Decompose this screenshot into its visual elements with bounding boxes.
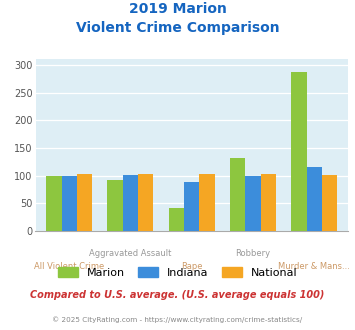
Text: Compared to U.S. average. (U.S. average equals 100): Compared to U.S. average. (U.S. average … — [30, 290, 325, 300]
Bar — [200, 174, 215, 231]
Bar — [261, 174, 276, 231]
Bar — [291, 72, 307, 231]
Text: © 2025 CityRating.com - https://www.cityrating.com/crime-statistics/: © 2025 CityRating.com - https://www.city… — [53, 317, 302, 323]
Bar — [169, 208, 184, 231]
Bar — [230, 158, 245, 231]
Bar — [123, 175, 138, 231]
Bar — [61, 176, 77, 231]
Text: Rape: Rape — [181, 262, 202, 271]
Text: Murder & Mans...: Murder & Mans... — [278, 262, 350, 271]
Bar — [108, 180, 123, 231]
Bar — [322, 175, 337, 231]
Bar — [307, 167, 322, 231]
Text: Violent Crime Comparison: Violent Crime Comparison — [76, 21, 279, 35]
Bar — [138, 174, 153, 231]
Bar — [77, 174, 92, 231]
Legend: Marion, Indiana, National: Marion, Indiana, National — [53, 263, 302, 282]
Text: Robbery: Robbery — [235, 249, 271, 258]
Text: All Violent Crime: All Violent Crime — [34, 262, 104, 271]
Bar — [245, 176, 261, 231]
Bar — [184, 182, 200, 231]
Text: 2019 Marion: 2019 Marion — [129, 2, 226, 16]
Text: Aggravated Assault: Aggravated Assault — [89, 249, 171, 258]
Bar — [46, 176, 61, 231]
